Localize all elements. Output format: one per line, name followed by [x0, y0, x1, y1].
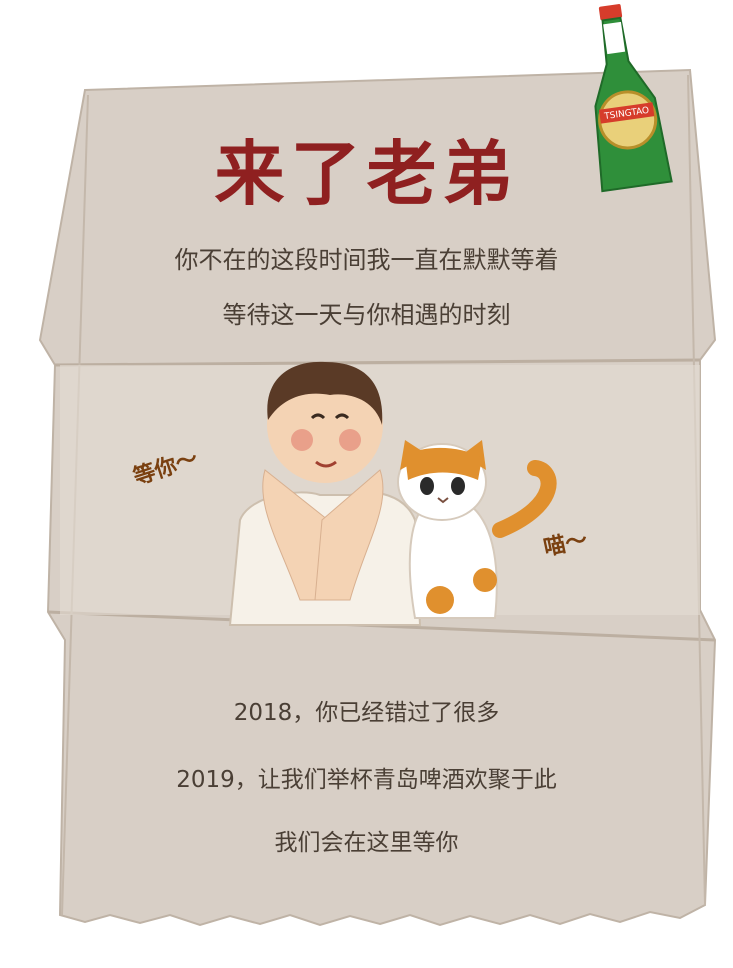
beer-bottle-illustration: TSINGTAO — [594, 4, 673, 193]
cat-illustration — [397, 440, 557, 619]
closing-line-2: 2019，让我们举杯青岛啤酒欢聚于此 — [176, 767, 557, 793]
intro-line-2: 等待这一天与你相遇的时刻 — [222, 301, 511, 329]
closing-line-1: 2018，你已经错过了很多 — [233, 700, 500, 726]
boy-illustration — [228, 361, 422, 626]
closing-line-3: 我们会在这里等你 — [274, 830, 459, 856]
intro-line-1: 你不在的这段时间我一直在默默等着 — [174, 246, 559, 274]
page-title: 来了老弟 — [214, 133, 519, 215]
